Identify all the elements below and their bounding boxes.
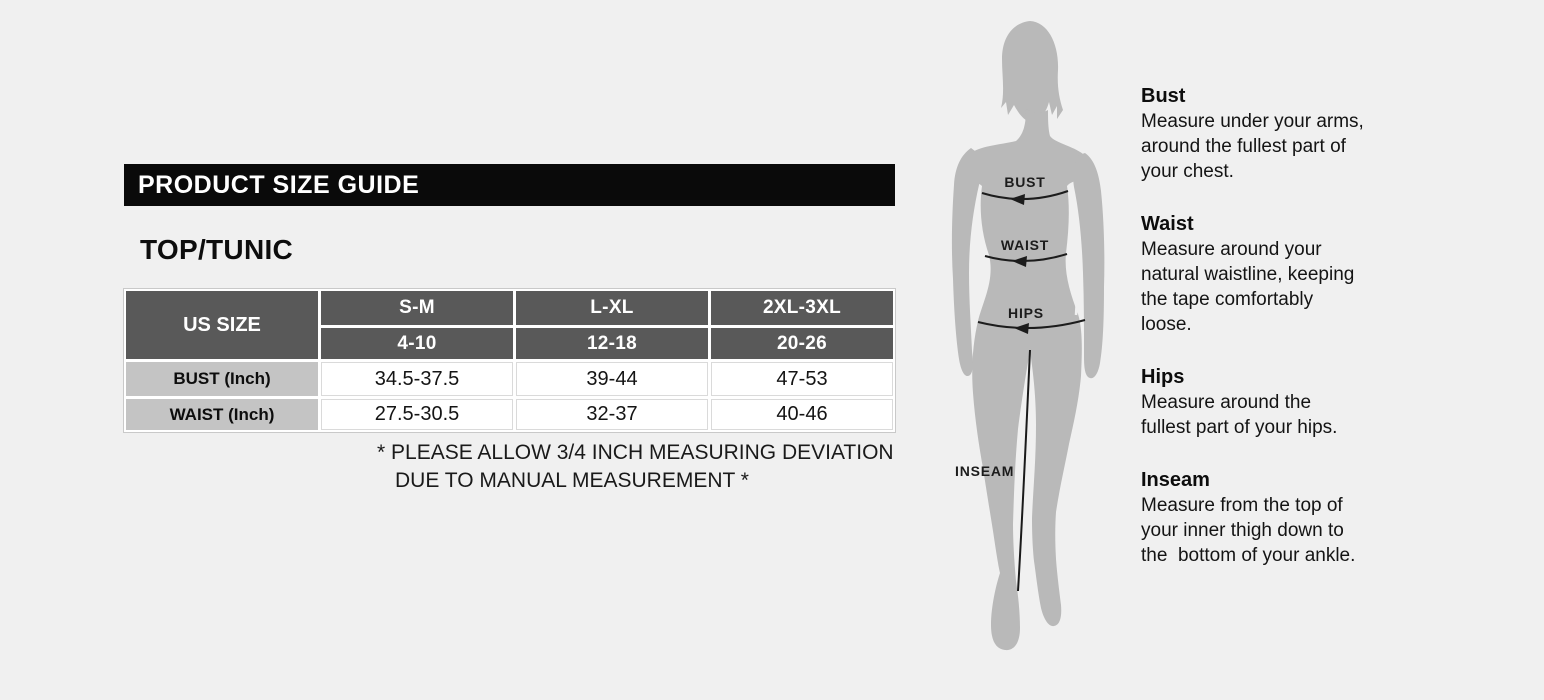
- table-row-label-bust: BUST (Inch): [126, 362, 318, 396]
- instruction-heading-bust: Bust: [1141, 85, 1186, 107]
- table-header-size-group-sm: S-M: [321, 291, 513, 325]
- measurement-instructions: Bust Measure under your arms, around the…: [1141, 84, 1426, 596]
- section-title: TOP/TUNIC: [140, 234, 294, 265]
- figure-label-inseam: INSEAM: [955, 463, 1014, 479]
- table-header-size-group-lxl: L-XL: [516, 291, 708, 325]
- instruction-heading-hips: Hips: [1141, 366, 1185, 388]
- table-cell-bust-2xl3xl: 47-53: [711, 362, 893, 396]
- table-row-label-waist: WAIST (Inch): [126, 399, 318, 430]
- figure-label-waist: WAIST: [1001, 237, 1049, 253]
- silhouette-body: [962, 109, 1090, 651]
- page-title-banner: PRODUCT SIZE GUIDE: [124, 164, 895, 206]
- table-cell-waist-sm: 27.5-30.5: [321, 399, 513, 430]
- figure-label-bust: BUST: [1004, 174, 1045, 190]
- table-cell-waist-2xl3xl: 40-46: [711, 399, 893, 430]
- waist-arrow-icon: [984, 253, 1068, 267]
- silhouette-hair: [1001, 21, 1063, 122]
- table-corner-header: US SIZE: [126, 291, 318, 359]
- table-header-size-group-2xl3xl: 2XL-3XL: [711, 291, 893, 325]
- arm-torso-gap-left: [972, 190, 981, 314]
- table-cell-waist-lxl: 32-37: [516, 399, 708, 430]
- silhouette-right-arm: [1073, 153, 1105, 379]
- arm-torso-gap-right: [1071, 192, 1079, 316]
- table-header-size-range-2: 12-18: [516, 328, 708, 359]
- size-table: US SIZE S-M L-XL 2XL-3XL 4-10 12-18 20-2…: [123, 288, 896, 433]
- instruction-waist: Waist Measure around your natural waistl…: [1141, 212, 1426, 337]
- table-cell-bust-lxl: 39-44: [516, 362, 708, 396]
- measuring-deviation-note-line2: DUE TO MANUAL MEASUREMENT *: [395, 469, 749, 492]
- inseam-line: [1017, 349, 1031, 592]
- table-header-size-range-1: 4-10: [321, 328, 513, 359]
- instruction-bust: Bust Measure under your arms, around the…: [1141, 84, 1426, 184]
- instruction-inseam: Inseam Measure from the top of your inne…: [1141, 468, 1426, 568]
- measuring-deviation-note-line1: * PLEASE ALLOW 3/4 INCH MEASURING DEVIAT…: [377, 441, 894, 464]
- female-silhouette-diagram: BUST WAIST HIPS INSEAM: [951, 21, 1105, 651]
- instruction-heading-waist: Waist: [1141, 213, 1194, 235]
- hips-arrow-icon: [977, 319, 1086, 334]
- instruction-body-waist: Measure around your natural waistline, k…: [1141, 239, 1355, 335]
- instruction-body-bust: Measure under your arms, around the full…: [1141, 111, 1364, 182]
- figure-label-hips: HIPS: [1008, 305, 1044, 321]
- page-title: PRODUCT SIZE GUIDE: [138, 170, 420, 199]
- instruction-body-inseam: Measure from the top of your inner thigh…: [1141, 495, 1356, 566]
- table-cell-bust-sm: 34.5-37.5: [321, 362, 513, 396]
- instruction-hips: Hips Measure around the fullest part of …: [1141, 365, 1426, 440]
- instruction-heading-inseam: Inseam: [1141, 469, 1210, 491]
- instruction-body-hips: Measure around the fullest part of your …: [1141, 392, 1338, 438]
- silhouette-left-arm: [951, 148, 980, 377]
- table-header-size-range-3: 20-26: [711, 328, 893, 359]
- bust-arrow-icon: [981, 190, 1069, 205]
- measurement-figure: BUST WAIST HIPS INSEAM: [945, 15, 1145, 670]
